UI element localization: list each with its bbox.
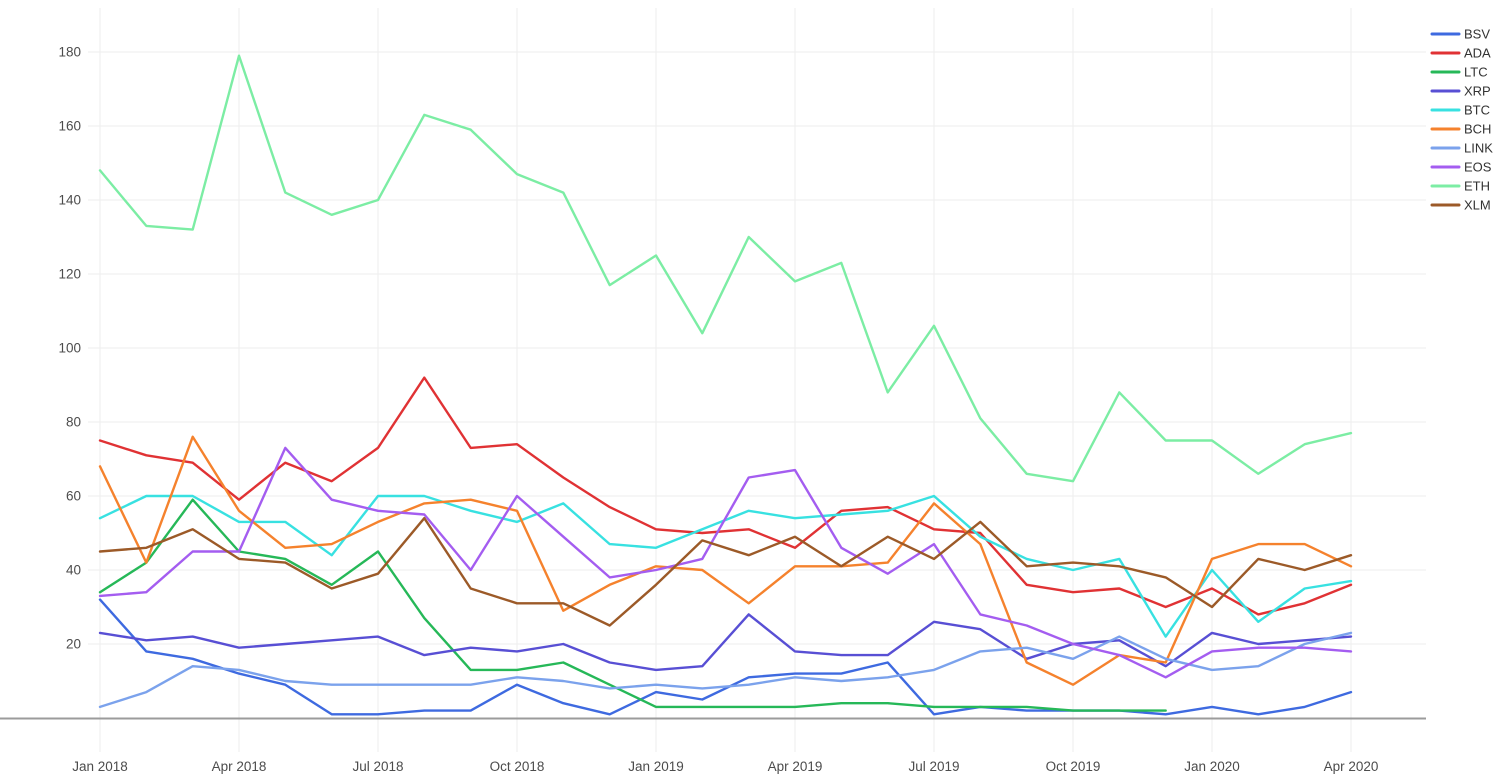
legend-item-ada[interactable]: ADA xyxy=(1430,46,1491,61)
x-tick-label: Apr 2020 xyxy=(1324,759,1379,774)
x-tick-label: Oct 2018 xyxy=(490,759,545,774)
y-tick-label: 120 xyxy=(58,267,81,282)
legend-label: ETH xyxy=(1464,179,1490,194)
y-tick-label: 100 xyxy=(58,341,81,356)
y-tick-label: 160 xyxy=(58,119,81,134)
legend-item-eos[interactable]: EOS xyxy=(1430,160,1492,175)
legend-label: BTC xyxy=(1464,103,1490,118)
x-tick-label: Jan 2018 xyxy=(72,759,128,774)
legend-item-ltc[interactable]: LTC xyxy=(1430,65,1488,80)
legend: BSV ADA LTC XRP BTC BCH LINK EOS ETH XLM xyxy=(1430,27,1493,213)
legend-item-btc[interactable]: BTC xyxy=(1430,103,1490,118)
grid-layer xyxy=(88,8,1426,752)
legend-item-eth[interactable]: ETH xyxy=(1430,179,1490,194)
x-tick-label: Jul 2019 xyxy=(908,759,959,774)
legend-label: BCH xyxy=(1464,122,1491,137)
y-axis-tick-labels: 20 40 60 80 100 120 140 160 180 xyxy=(58,45,81,652)
series-line-bch xyxy=(98,435,1353,686)
x-tick-label: Oct 2019 xyxy=(1046,759,1101,774)
legend-label: XRP xyxy=(1464,84,1491,99)
x-tick-label: Apr 2018 xyxy=(212,759,267,774)
series-line-eos xyxy=(98,446,1353,679)
series-line-xlm xyxy=(98,517,1353,627)
legend-label: EOS xyxy=(1464,160,1492,175)
series-layer xyxy=(98,54,1353,716)
series-line-eth xyxy=(98,54,1353,483)
legend-item-xlm[interactable]: XLM xyxy=(1430,198,1491,213)
series-line-xrp xyxy=(98,613,1353,672)
y-tick-label: 20 xyxy=(66,637,81,652)
y-tick-label: 80 xyxy=(66,415,81,430)
x-tick-label: Jan 2020 xyxy=(1184,759,1240,774)
x-tick-label: Apr 2019 xyxy=(768,759,823,774)
series-line-ltc xyxy=(98,498,1167,712)
x-tick-label: Jul 2018 xyxy=(352,759,403,774)
x-axis-tick-labels: Jan 2018 Apr 2018 Jul 2018 Oct 2018 Jan 2019… xyxy=(72,759,1378,774)
y-tick-label: 60 xyxy=(66,489,81,504)
legend-label: LINK xyxy=(1464,141,1493,156)
series-line-bsv xyxy=(98,598,1353,716)
y-tick-label: 40 xyxy=(66,563,81,578)
legend-item-bch[interactable]: BCH xyxy=(1430,122,1491,137)
legend-label: BSV xyxy=(1464,27,1490,42)
y-tick-label: 140 xyxy=(58,193,81,208)
legend-label: ADA xyxy=(1464,46,1491,61)
series-line-link xyxy=(98,631,1353,709)
y-tick-label: 180 xyxy=(58,45,81,60)
legend-item-bsv[interactable]: BSV xyxy=(1430,27,1490,42)
legend-item-xrp[interactable]: XRP xyxy=(1430,84,1491,99)
legend-label: XLM xyxy=(1464,198,1491,213)
legend-item-link[interactable]: LINK xyxy=(1430,141,1493,156)
x-tick-label: Jan 2019 xyxy=(628,759,684,774)
legend-label: LTC xyxy=(1464,65,1488,80)
